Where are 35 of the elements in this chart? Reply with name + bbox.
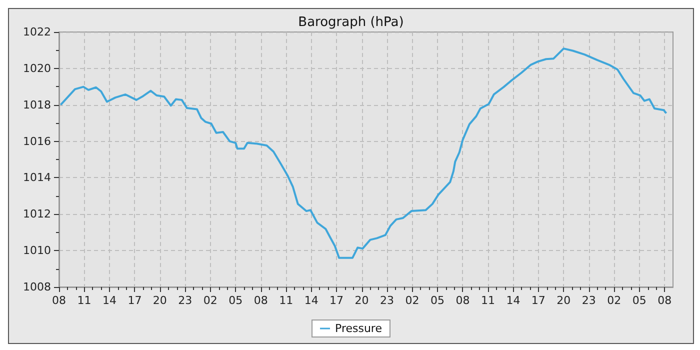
y-tick-label: 1016 (23, 134, 51, 148)
x-tick-label: 08 (52, 294, 66, 307)
y-tick-label: 1014 (23, 171, 51, 184)
x-tick-label: 11 (77, 294, 92, 307)
x-tick-label: 11 (279, 294, 294, 307)
y-tick-label: 1020 (23, 62, 51, 75)
x-tick-label: 08 (254, 294, 268, 307)
chart-title: Barograph (hPa) (298, 15, 404, 30)
x-tick-label: 20 (152, 294, 167, 307)
x-tick-label: 23 (178, 294, 192, 307)
x-tick-label: 14 (102, 294, 116, 307)
x-tick-label: 08 (456, 294, 470, 307)
y-tick-label: 1010 (23, 244, 51, 258)
x-tick-label: 11 (480, 294, 495, 307)
y-tick-label: 1018 (23, 98, 51, 112)
x-tick-label: 23 (582, 294, 596, 307)
x-tick-label: 23 (380, 294, 394, 307)
x-tick-label: 17 (330, 294, 344, 307)
legend-label: Pressure (335, 322, 382, 335)
x-tick-label: 14 (304, 294, 318, 307)
x-tick-label: 20 (556, 294, 571, 307)
x-tick-label: 14 (506, 294, 520, 307)
y-tick-label: 1022 (23, 26, 51, 38)
x-tick-label: 02 (203, 294, 218, 307)
x-tick-label: 02 (405, 294, 420, 307)
x-tick-label: 02 (607, 294, 622, 307)
y-tick-label: 1012 (23, 208, 51, 221)
x-tick-label: 17 (128, 294, 142, 307)
x-tick-label: 05 (430, 294, 444, 307)
x-tick-label: 17 (531, 294, 546, 307)
x-tick-label: 20 (354, 294, 369, 307)
x-tick-label: 05 (632, 294, 646, 307)
y-tick-label: 1008 (23, 280, 51, 294)
x-tick-label: 08 (658, 294, 672, 307)
x-tick-label: 05 (228, 294, 243, 307)
